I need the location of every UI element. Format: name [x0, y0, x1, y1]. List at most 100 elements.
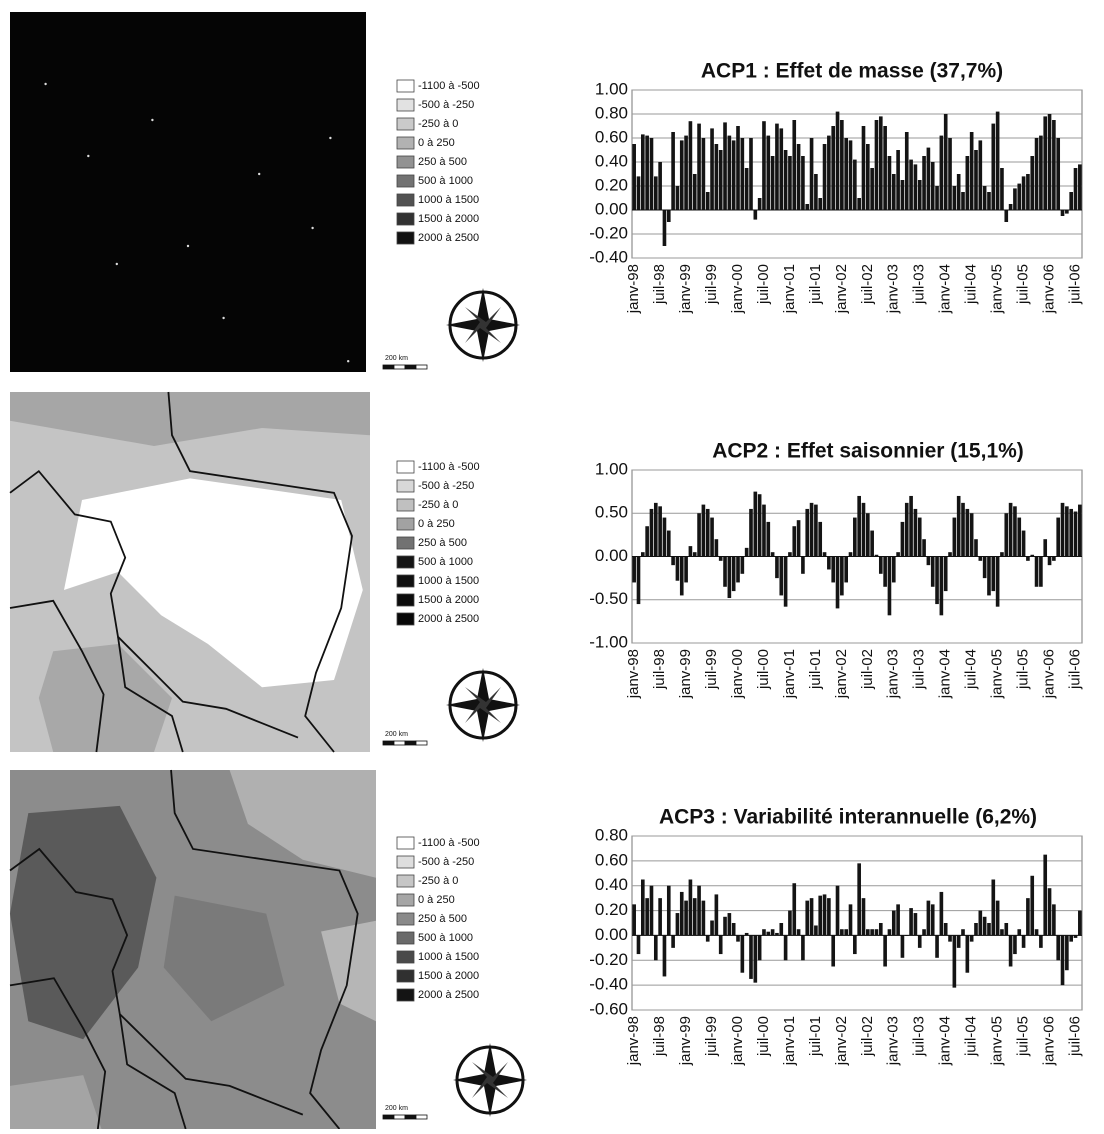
bar	[874, 929, 879, 936]
map-dot	[347, 360, 350, 363]
bar	[974, 150, 978, 210]
bar	[718, 150, 723, 210]
bar	[653, 176, 658, 210]
bar	[900, 521, 905, 557]
bar	[671, 132, 675, 210]
bar	[757, 935, 762, 961]
x-tick-label: janv-00	[729, 649, 746, 699]
map	[10, 12, 366, 372]
bar	[956, 495, 961, 557]
y-tick-label: 1.00	[595, 79, 628, 98]
legend-label: 500 à 1000	[418, 932, 473, 944]
bar	[814, 174, 818, 210]
x-tick-label: juil-01	[807, 1016, 824, 1057]
bar	[658, 898, 662, 936]
bar	[753, 210, 758, 220]
bar	[982, 916, 987, 936]
bar	[982, 556, 987, 579]
bar	[952, 935, 957, 988]
map-border	[9, 599, 105, 753]
bar	[775, 123, 779, 210]
bar	[883, 126, 887, 210]
x-tick-label: juil-06	[1066, 1016, 1083, 1057]
x-tick-label: juil-98	[651, 649, 668, 690]
bar	[982, 186, 987, 210]
x-tick-label: juil-00	[755, 649, 772, 690]
x-tick-label: janv-02	[833, 649, 850, 699]
bar	[909, 495, 913, 557]
bar	[770, 929, 775, 936]
bar	[1073, 168, 1078, 210]
bar	[1039, 135, 1043, 210]
bar	[926, 900, 931, 936]
bar	[1013, 188, 1017, 210]
bar	[641, 879, 645, 936]
scale-bar	[415, 1114, 428, 1120]
bar	[835, 111, 840, 210]
x-tick-label: juil-99	[703, 264, 720, 305]
bar	[783, 935, 788, 961]
y-tick-label: 0.40	[595, 875, 628, 894]
x-tick-label: juil-05	[1015, 649, 1032, 690]
legend-swatch	[396, 117, 415, 131]
bar	[939, 891, 944, 936]
bar	[818, 521, 823, 557]
bar	[935, 556, 939, 605]
bar	[701, 900, 706, 936]
bar	[775, 932, 779, 936]
bar	[723, 916, 727, 936]
map-border	[9, 847, 304, 1116]
legend-label: -500 à -250	[418, 99, 474, 111]
bar	[796, 144, 801, 210]
x-tick-label: janv-06	[1041, 1016, 1058, 1066]
bar	[1060, 935, 1065, 986]
bar	[1069, 935, 1073, 942]
bar	[943, 923, 948, 936]
y-tick-label: 0.00	[595, 546, 628, 565]
bar	[1004, 210, 1009, 222]
bar	[757, 494, 762, 557]
bar	[1021, 530, 1026, 557]
bar	[891, 556, 896, 583]
map-border	[117, 636, 184, 753]
bar	[987, 556, 991, 596]
bar	[727, 556, 732, 599]
bar	[930, 162, 935, 210]
bar	[801, 156, 805, 210]
bar	[1034, 556, 1039, 587]
bar	[688, 121, 693, 210]
x-tick-label: janv-99	[677, 264, 694, 314]
bar	[731, 923, 736, 936]
bar	[991, 556, 996, 592]
bar	[948, 552, 952, 557]
bar	[822, 894, 827, 936]
bar	[809, 138, 814, 210]
bar	[705, 508, 710, 557]
bar	[710, 128, 714, 210]
bar	[636, 176, 641, 210]
bar	[926, 147, 931, 210]
bar	[692, 552, 697, 557]
scale-bar	[382, 740, 395, 746]
bar	[1065, 506, 1069, 557]
bar	[818, 198, 823, 210]
bar	[662, 935, 667, 977]
legend-swatch	[396, 836, 415, 850]
x-tick-label: janv-01	[781, 649, 798, 699]
bar	[679, 556, 684, 596]
y-tick-label: -0.40	[589, 247, 628, 266]
bar	[705, 192, 710, 210]
bar	[1026, 556, 1030, 561]
y-tick-label: 0.50	[595, 503, 628, 522]
bar	[1000, 552, 1004, 557]
map-border	[9, 469, 299, 739]
bar	[1052, 904, 1056, 936]
legend-label: 250 à 500	[418, 537, 467, 549]
bar	[939, 556, 944, 616]
bar	[731, 556, 736, 592]
bar	[805, 508, 810, 557]
bar	[1052, 120, 1056, 210]
bar	[822, 552, 827, 557]
bar	[935, 186, 939, 210]
bar	[835, 556, 840, 609]
